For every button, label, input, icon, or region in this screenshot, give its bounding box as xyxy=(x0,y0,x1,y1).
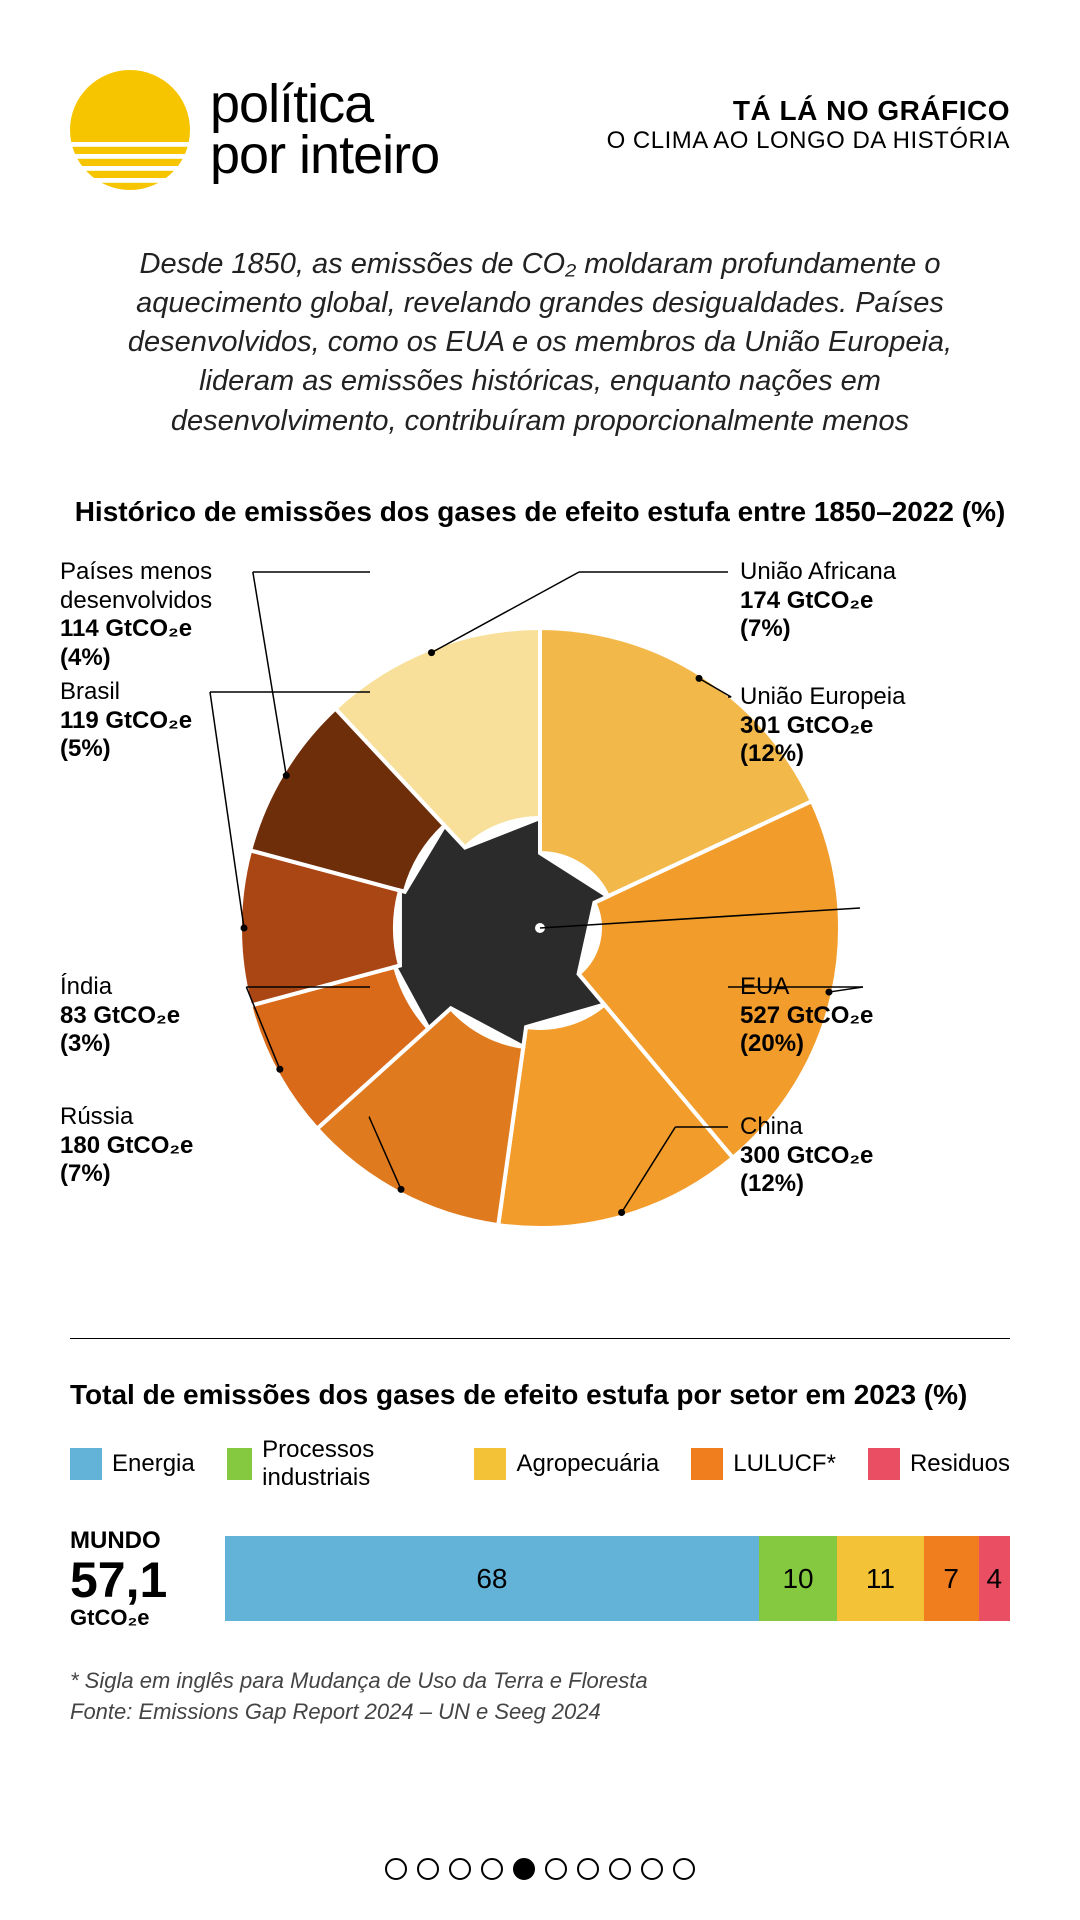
callout-label: Rússia xyxy=(60,1103,360,1132)
callout-value: 301 GtCO₂e xyxy=(740,712,905,741)
callout-label: China xyxy=(740,1113,873,1142)
callout-pct: (7%) xyxy=(60,1160,360,1189)
callout-value: 174 GtCO₂e xyxy=(740,587,896,616)
logo: política por inteiro xyxy=(70,70,439,190)
legend-item: LULUCF* xyxy=(691,1436,836,1492)
legend-label: Processos industriais xyxy=(262,1436,442,1492)
legend-swatch xyxy=(227,1448,252,1480)
legend-item: Agropecuária xyxy=(474,1436,659,1492)
pagination-dot[interactable] xyxy=(577,1858,599,1880)
callout-pct: (5%) xyxy=(60,735,360,764)
header-right-title: TÁ LÁ NO GRÁFICO xyxy=(607,95,1010,127)
legend-swatch xyxy=(70,1448,102,1480)
callout-label: Brasil xyxy=(60,678,360,707)
sector-legend: Energia Processos industriais Agropecuária… xyxy=(70,1436,1010,1492)
pagination-dot[interactable] xyxy=(481,1858,503,1880)
callout-pct: (12%) xyxy=(740,1170,873,1199)
sector-bar-row: MUNDO 57,1 GtCO₂e 68101174 xyxy=(70,1527,1010,1631)
header-right-sub: O CLIMA AO LONGO DA HISTÓRIA xyxy=(607,127,1010,155)
callout-value: 119 GtCO₂e xyxy=(60,707,360,736)
legend-item: Energia xyxy=(70,1436,195,1492)
pie-callout: Índia83 GtCO₂e(3%) xyxy=(60,973,360,1059)
pagination-dot[interactable] xyxy=(449,1858,471,1880)
sector-stacked-bar: 68101174 xyxy=(225,1536,1010,1621)
bar-label-value: 57,1 xyxy=(70,1555,225,1605)
bar-label-unit: GtCO₂e xyxy=(70,1605,225,1631)
callout-label: União Africana xyxy=(740,558,896,587)
bar-segment: 7 xyxy=(924,1536,979,1621)
intro-text: Desde 1850, as emissões de CO₂ moldaram … xyxy=(0,190,1080,441)
callout-pct: (12%) xyxy=(740,740,905,769)
legend-label: Residuos xyxy=(910,1450,1010,1478)
sector-bar-title: Total de emissões dos gases de efeito es… xyxy=(70,1379,1010,1411)
legend-swatch xyxy=(474,1448,506,1480)
callout-value: 114 GtCO₂e xyxy=(60,615,360,644)
legend-label: Energia xyxy=(112,1450,195,1478)
bar-segment: 10 xyxy=(759,1536,838,1621)
footnote-line2: Fonte: Emissions Gap Report 2024 – UN e … xyxy=(70,1697,1010,1728)
callout-pct: (3%) xyxy=(60,1030,360,1059)
footnote: * Sigla em inglês para Mudança de Uso da… xyxy=(70,1666,1010,1728)
pagination-dot[interactable] xyxy=(641,1858,663,1880)
pie-chart-title: Histórico de emissões dos gases de efeit… xyxy=(0,496,1080,528)
pie-callout: União Europeia301 GtCO₂e(12%) xyxy=(740,683,905,769)
pie-chart: União Africana174 GtCO₂e(7%)União Europe… xyxy=(0,558,1080,1298)
sun-logo-icon xyxy=(70,70,190,190)
callout-label: Países menos desenvolvidos xyxy=(60,558,360,616)
callout-pct: (7%) xyxy=(740,615,896,644)
callout-pct: (20%) xyxy=(740,1030,873,1059)
pie-callout: União Africana174 GtCO₂e(7%) xyxy=(740,558,896,644)
pagination-dot[interactable] xyxy=(385,1858,407,1880)
pie-callout: Brasil119 GtCO₂e(5%) xyxy=(60,678,360,764)
pie-callout: EUA527 GtCO₂e(20%) xyxy=(740,973,873,1059)
legend-label: Agropecuária xyxy=(516,1450,659,1478)
pagination-dot[interactable] xyxy=(417,1858,439,1880)
callout-value: 300 GtCO₂e xyxy=(740,1142,873,1171)
callout-value: 180 GtCO₂e xyxy=(60,1132,360,1161)
pie-callout: China300 GtCO₂e(12%) xyxy=(740,1113,873,1199)
header-right: TÁ LÁ NO GRÁFICO O CLIMA AO LONGO DA HIS… xyxy=(607,70,1010,155)
logo-text: política por inteiro xyxy=(210,79,439,182)
pie-callout: Rússia180 GtCO₂e(7%) xyxy=(60,1103,360,1189)
pagination-dot[interactable] xyxy=(545,1858,567,1880)
legend-item: Processos industriais xyxy=(227,1436,443,1492)
footnote-line1: * Sigla em inglês para Mudança de Uso da… xyxy=(70,1666,1010,1697)
pagination-dot[interactable] xyxy=(513,1858,535,1880)
divider xyxy=(70,1338,1010,1339)
callout-label: EUA xyxy=(740,973,873,1002)
pie-callout: Países menos desenvolvidos114 GtCO₂e(4%) xyxy=(60,558,360,673)
header: política por inteiro TÁ LÁ NO GRÁFICO O … xyxy=(0,0,1080,190)
bar-segment: 68 xyxy=(225,1536,759,1621)
bar-segment: 4 xyxy=(979,1536,1010,1621)
callout-value: 527 GtCO₂e xyxy=(740,1002,873,1031)
legend-swatch xyxy=(691,1448,723,1480)
callout-pct: (4%) xyxy=(60,644,360,673)
callout-label: Índia xyxy=(60,973,360,1002)
bar-segment: 11 xyxy=(837,1536,923,1621)
bar-label-top: MUNDO xyxy=(70,1527,225,1555)
pagination-dots xyxy=(385,1858,695,1880)
legend-label: LULUCF* xyxy=(733,1450,836,1478)
logo-line1: política xyxy=(210,79,439,130)
pagination-dot[interactable] xyxy=(673,1858,695,1880)
sector-bar-label: MUNDO 57,1 GtCO₂e xyxy=(70,1527,225,1631)
legend-item: Residuos xyxy=(868,1436,1010,1492)
logo-line2: por inteiro xyxy=(210,130,439,181)
legend-swatch xyxy=(868,1448,900,1480)
callout-label: União Europeia xyxy=(740,683,905,712)
callout-value: 83 GtCO₂e xyxy=(60,1002,360,1031)
pagination-dot[interactable] xyxy=(609,1858,631,1880)
